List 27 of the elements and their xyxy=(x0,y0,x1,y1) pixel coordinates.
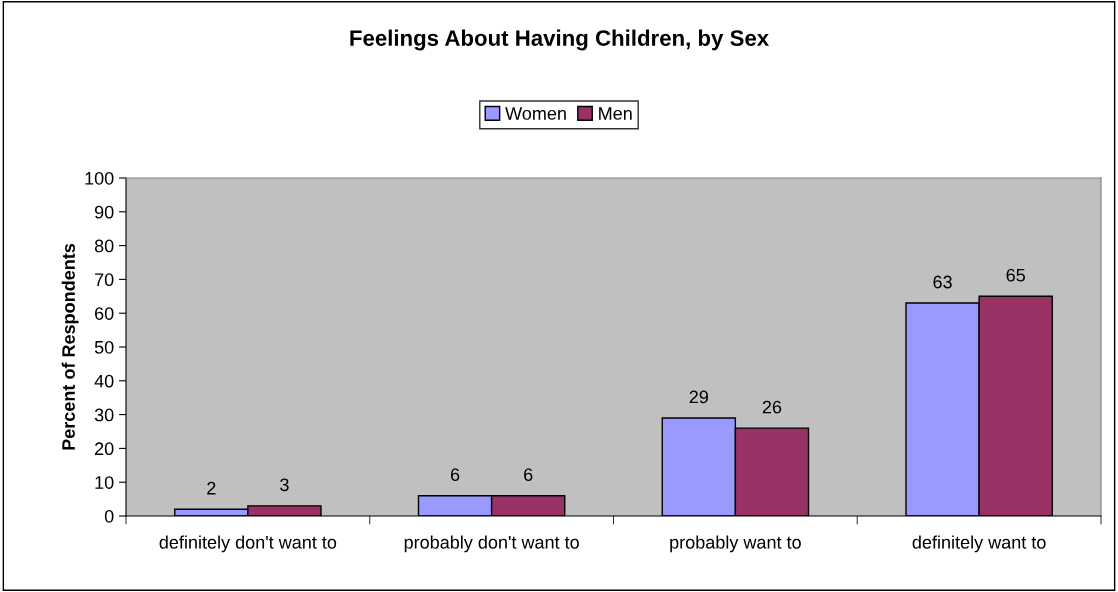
y-tick-label: 10 xyxy=(95,476,114,489)
data-label: 3 xyxy=(280,478,289,492)
y-tick-label: 50 xyxy=(94,340,114,354)
y-tick-label: 40 xyxy=(94,374,114,388)
y-tick-label: 80 xyxy=(94,239,114,253)
data-label: 65 xyxy=(1006,268,1025,282)
x-tick-label: definitely don't want to xyxy=(159,535,337,553)
data-label: 2 xyxy=(207,481,216,495)
data-label: 6 xyxy=(524,468,533,482)
data-label: 29 xyxy=(689,390,708,404)
y-tick-label: 30 xyxy=(94,408,114,422)
x-tick-label: probably don't want to xyxy=(404,535,579,553)
y-tick-label: 20 xyxy=(95,442,114,456)
y-axis-title: Percent of Respondents xyxy=(61,243,79,450)
y-tick-label: 60 xyxy=(95,307,114,320)
data-label: 6 xyxy=(450,468,460,482)
y-tick-label: 100 xyxy=(85,171,114,185)
y-tick-label: 0 xyxy=(104,509,114,523)
data-label: 63 xyxy=(933,275,952,289)
chart-title: Feelings About Having Children, by Sex xyxy=(350,29,769,51)
data-label: 26 xyxy=(762,400,782,414)
legend-label: Women xyxy=(505,107,566,120)
legend-label: Men xyxy=(599,107,632,120)
y-tick-label: 90 xyxy=(94,205,114,219)
x-tick-label: probably want to xyxy=(670,535,801,553)
x-tick-label: definitely want to xyxy=(912,535,1046,553)
y-tick-label: 70 xyxy=(95,273,114,287)
